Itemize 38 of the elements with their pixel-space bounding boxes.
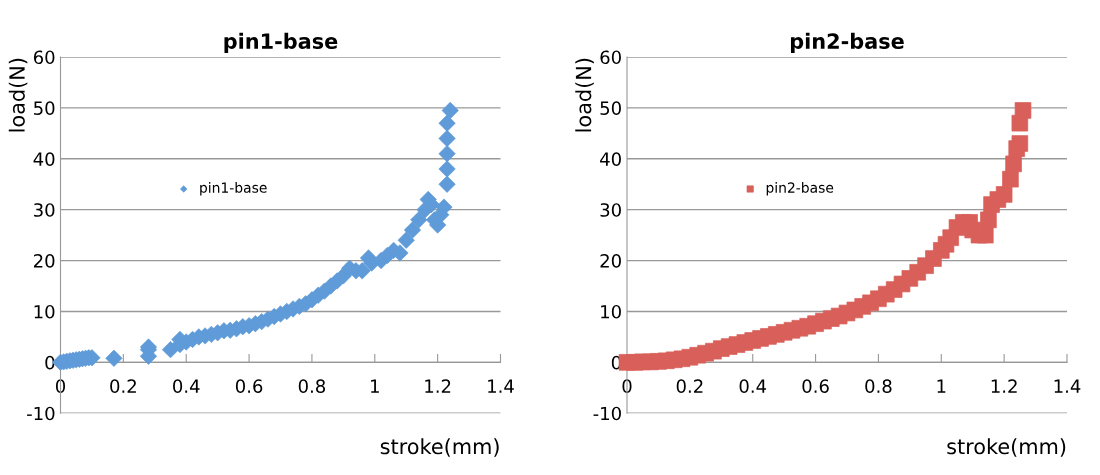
x-tick-label: 1 (937, 379, 946, 393)
x-tick-label: 1.2 (991, 379, 1017, 393)
y-axis-title: load(N) (8, 58, 28, 132)
x-tick-label: 0.6 (802, 379, 829, 393)
y-tick-label: 20 (33, 254, 55, 268)
x-tick-label: 0.2 (110, 379, 136, 393)
y-tick-label: -10 (593, 406, 621, 421)
x-tick-label: 1 (371, 379, 379, 393)
x-tick-label: 0.4 (739, 379, 767, 393)
x-tick-label: 0.8 (298, 379, 326, 393)
x-tick-label: 0.6 (235, 379, 263, 393)
legend-label: pin1-base (200, 182, 267, 196)
x-tick-label: 1.4 (1054, 379, 1081, 393)
y-tick-label: 30 (34, 203, 55, 217)
chart-title: pin2-base (790, 32, 904, 53)
y-tick-label: 40 (33, 152, 55, 166)
y-tick-label: 0 (45, 355, 55, 370)
y-tick-label: 30 (600, 203, 621, 217)
legend-label: pin2-base (766, 182, 834, 196)
y-tick-label: -10 (27, 406, 55, 421)
y-tick-label: 10 (34, 304, 55, 319)
y-axis-title: load(N) (575, 58, 594, 132)
y-tick-label: 50 (600, 101, 621, 116)
y-tick-label: 20 (600, 254, 621, 268)
x-tick-label: 1.2 (425, 379, 451, 393)
y-tick-label: 10 (601, 304, 621, 319)
y-tick-label: 50 (34, 101, 55, 116)
y-tick-label: 40 (600, 152, 621, 166)
x-tick-label: 1.4 (488, 379, 514, 393)
x-tick-label: 0.2 (676, 379, 703, 393)
chart-title: pin1-base (224, 32, 338, 53)
y-tick-label: 60 (33, 50, 55, 65)
x-tick-label: 0 (622, 379, 632, 393)
x-tick-label: 0.4 (173, 379, 200, 393)
x-axis-title: stroke(mm) (380, 438, 499, 457)
y-tick-label: 60 (600, 50, 621, 65)
x-tick-label: 0.8 (865, 379, 892, 393)
x-axis-title: stroke(mm) (947, 438, 1066, 457)
